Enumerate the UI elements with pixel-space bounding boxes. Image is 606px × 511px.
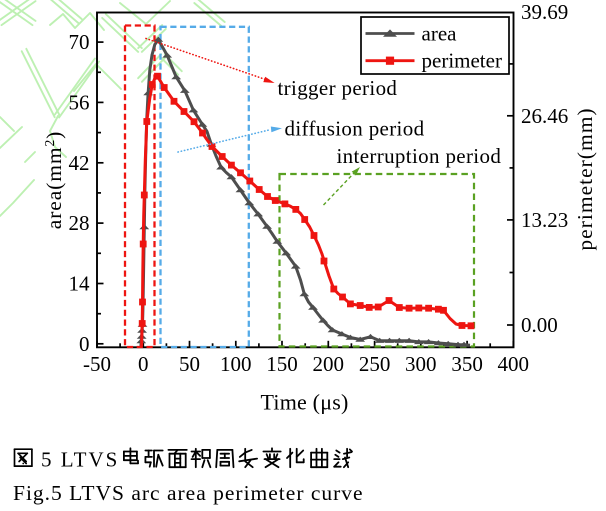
svg-text:300: 300 bbox=[405, 352, 437, 376]
svg-text:0: 0 bbox=[138, 352, 149, 376]
svg-text:diffusion period: diffusion period bbox=[285, 117, 425, 141]
svg-text:5 LTVS: 5 LTVS bbox=[41, 448, 119, 472]
svg-text:150: 150 bbox=[266, 352, 298, 376]
svg-text:26.46: 26.46 bbox=[521, 104, 568, 128]
svg-text:trigger period: trigger period bbox=[278, 76, 398, 100]
svg-text:perimeter: perimeter bbox=[422, 49, 502, 73]
svg-text:350: 350 bbox=[451, 352, 483, 376]
svg-text:13.23: 13.23 bbox=[521, 208, 568, 232]
svg-text:-50: -50 bbox=[83, 352, 111, 376]
svg-text:100: 100 bbox=[220, 352, 252, 376]
svg-text:56: 56 bbox=[69, 90, 90, 114]
svg-text:perimeter(mm): perimeter(mm) bbox=[573, 107, 597, 250]
svg-text:28: 28 bbox=[69, 211, 90, 235]
svg-text:42: 42 bbox=[69, 151, 90, 175]
svg-text:area: area bbox=[422, 22, 458, 46]
svg-text:area(mm2): area(mm2) bbox=[42, 131, 66, 229]
svg-text:interruption period: interruption period bbox=[337, 144, 502, 168]
svg-text:Fig.5 LTVS arc area perimeter: Fig.5 LTVS arc area perimeter curve bbox=[13, 481, 364, 505]
svg-text:0.00: 0.00 bbox=[521, 313, 558, 337]
svg-text:400: 400 bbox=[498, 352, 530, 376]
svg-text:250: 250 bbox=[359, 352, 391, 376]
svg-text:Time (μs): Time (μs) bbox=[261, 390, 349, 415]
svg-text:50: 50 bbox=[179, 352, 200, 376]
svg-text:39.69: 39.69 bbox=[521, 0, 568, 24]
svg-text:14: 14 bbox=[69, 272, 91, 296]
svg-text:0: 0 bbox=[79, 332, 90, 356]
svg-text:200: 200 bbox=[313, 352, 345, 376]
svg-text:70: 70 bbox=[69, 30, 90, 54]
